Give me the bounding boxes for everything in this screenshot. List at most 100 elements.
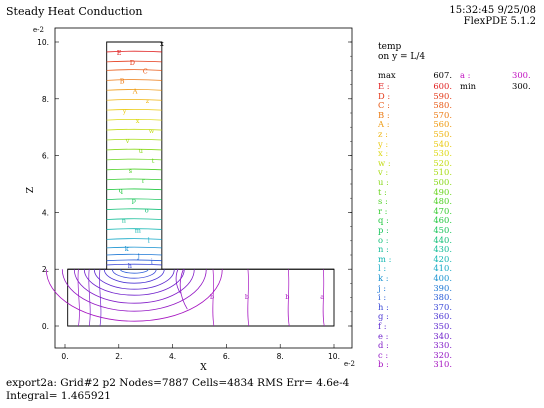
legend-level-value: 450. [433,225,452,235]
x-axis-label: X [200,363,207,373]
contour-line [106,228,162,230]
contour-line [106,118,162,121]
legend-level-value: 320. [433,349,452,360]
legend-level-label: y : [378,138,389,149]
legend-level: m : 420. [378,254,458,265]
legend-level: h : 370. [378,302,458,313]
legend-level: v : 510. [378,167,458,178]
contour-line [106,138,162,141]
legend-level-value: 410. [433,263,452,274]
legend-variable: temp [378,42,402,52]
contour-label: v [125,137,130,145]
contour-label: E [117,49,122,57]
contour-label: i [151,258,153,266]
domain-outline [67,41,335,327]
legend-level: y : 540. [378,139,458,150]
legend-level-value: 520. [433,157,452,168]
contour-line [106,89,162,91]
contour-line [179,269,188,310]
legend-level-value: 390. [433,282,452,293]
y-tick-label: 0. [42,322,49,331]
legend-level-value: 550. [433,129,452,139]
y-tick-label: 10. [37,38,49,47]
legend-level-label: s : [378,196,388,207]
contour-line [83,269,185,296]
footer-stats: export2a: Grid#2 p2 Nodes=7887 Cells=483… [6,377,350,389]
y-scale-label: e-2 [33,26,44,34]
legend-level: z : 550. [378,129,458,140]
legend-level-label: d : [378,340,389,351]
legend-level-value: 400. [433,273,452,283]
legend-level: e : 340. [378,331,458,342]
legend-level-value: 440. [433,234,452,245]
y-axis-label: Z [26,187,36,193]
contour-label: A [132,87,138,95]
contour-line [287,269,290,327]
x-tick-label: 8. [277,352,284,361]
y-tick-label: 6. [42,152,49,161]
contour-line [45,269,223,322]
legend-level-label: g : [378,311,389,322]
legend-level: n : 430. [378,244,458,255]
legend-level-value: 370. [433,301,452,312]
contour-line [106,218,162,220]
legend-level-label: l : [378,263,387,274]
contour-line [175,269,181,294]
contour-line [106,128,162,131]
legend-level: q : 460. [378,215,458,226]
contour-label: k [125,245,129,253]
contour-line [322,269,325,327]
legend-level-value: 460. [433,215,452,226]
contour-label: q [119,187,123,195]
legend-level: u : 500. [378,177,458,188]
x-tick-label: 0. [61,352,68,361]
legend-level-label: p : [378,225,389,235]
contour-line [106,208,162,210]
legend-level-label: h : [378,301,389,312]
x-tick-label: 4. [169,352,176,361]
software-version: FlexPDE 5.1.2 [463,16,536,27]
legend-level-label: u : [378,177,389,187]
legend-level-label: c : [378,349,389,360]
contour-label: a [320,293,324,301]
x-tick-label: 2. [115,352,122,361]
legend-level-label: w : [378,157,391,168]
contour-line [106,79,162,81]
legend-level: k : 400. [378,273,458,284]
legend-level-value: 480. [433,196,452,207]
contour-label: z [146,97,150,105]
legend-level-label: k : [378,273,389,283]
legend-level-label: j : [378,282,387,293]
contour-line [99,269,102,327]
contour-line [61,269,207,312]
legend-level-label: max [378,70,396,80]
legend-level: w : 520. [378,158,458,169]
legend-max-loc-label: a : [460,70,471,80]
y-tick-label: 2. [42,265,49,274]
legend-level-value: 420. [433,253,452,264]
contour-line [106,178,162,181]
legend-level-label: i : [378,292,387,303]
contour-line [106,168,162,171]
contour-label: l [148,236,150,244]
legend-min-label: min [460,81,477,91]
legend-min-value: 300. [512,81,531,91]
legend-level: i : 380. [378,292,458,303]
y-tick-label: 8. [42,95,49,104]
legend-level-label: v : [378,167,389,178]
y-tick-label: 4. [42,208,49,217]
contour-label: m [135,226,141,234]
contour-line [88,269,91,327]
contour-label: b [285,293,289,301]
footer-integral: Integral= 1.465921 [6,390,111,402]
contour-label: t [152,157,155,165]
contour-line [103,269,165,284]
legend-level-label: E : [378,81,390,91]
contour-label: b [245,293,249,301]
legend-level-label: t : [378,186,387,197]
contour-line [77,269,80,327]
legend-level: x : 530. [378,148,458,159]
legend-level-value: 500. [433,177,452,187]
contour-label: u [139,147,143,155]
